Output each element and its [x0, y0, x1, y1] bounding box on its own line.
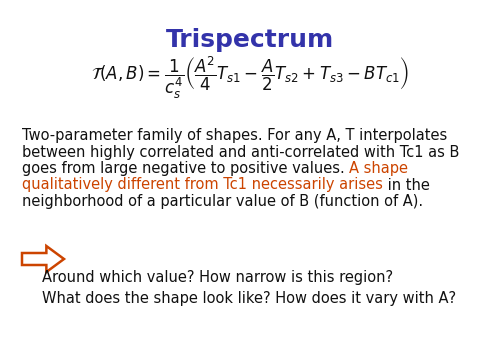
Text: Trispectrum: Trispectrum	[166, 28, 334, 52]
Text: $\mathcal{T}(A,B) = \dfrac{1}{c_s^4}\left(\dfrac{A^2}{4}T_{s1} - \dfrac{A}{2}T_{: $\mathcal{T}(A,B) = \dfrac{1}{c_s^4}\lef…	[91, 55, 409, 101]
Text: neighborhood of a particular value of B (function of A).: neighborhood of a particular value of B …	[22, 194, 423, 209]
Text: Two-parameter family of shapes. For any A, T interpolates: Two-parameter family of shapes. For any …	[22, 128, 448, 143]
Text: between highly correlated and anti-correlated with Tc1 as B: between highly correlated and anti-corre…	[22, 144, 460, 160]
Text: in the: in the	[383, 178, 430, 192]
Text: goes from large negative to positive values.: goes from large negative to positive val…	[22, 161, 349, 176]
Text: qualitatively different from Tc1 necessarily arises: qualitatively different from Tc1 necessa…	[22, 178, 383, 192]
Text: Around which value? How narrow is this region?
What does the shape look like? Ho: Around which value? How narrow is this r…	[42, 270, 456, 306]
Polygon shape	[22, 246, 64, 272]
Text: A shape: A shape	[350, 161, 408, 176]
